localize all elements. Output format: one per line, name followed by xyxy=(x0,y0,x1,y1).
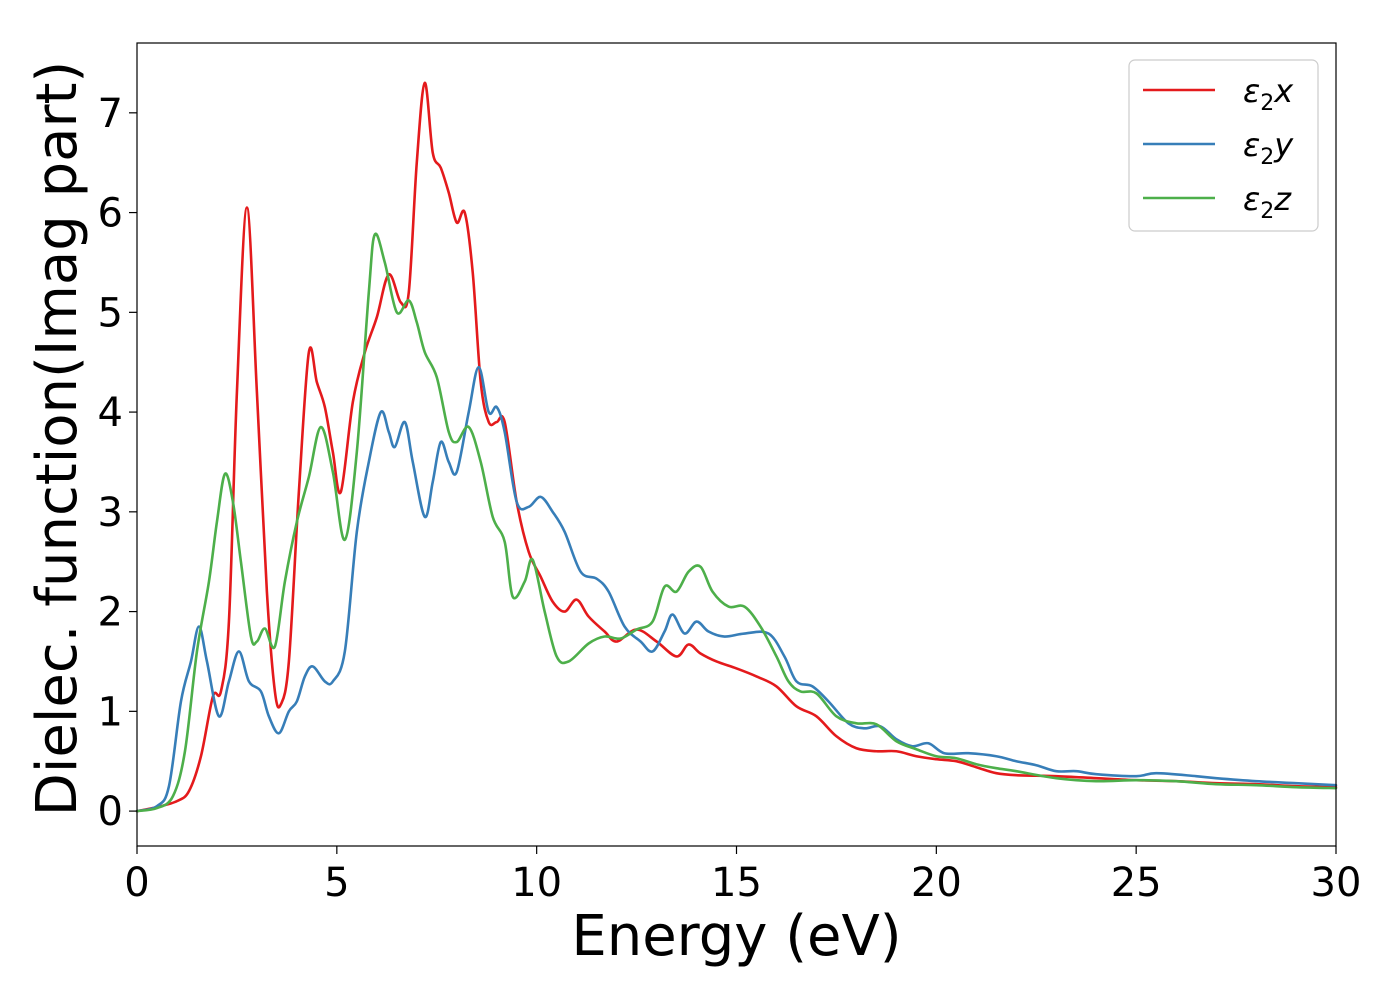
series-line-x xyxy=(135,81,1338,813)
x-tick-label: 10 xyxy=(511,860,562,906)
y-tick-label: 5 xyxy=(98,290,123,336)
legend-label-base: ε xyxy=(1243,72,1260,110)
series-line-z xyxy=(135,232,1338,813)
series-line-y xyxy=(135,365,1338,813)
y-tick-label: 7 xyxy=(98,91,123,137)
x-tick-label: 25 xyxy=(1111,860,1162,906)
legend-label-suffix: z xyxy=(1273,180,1292,218)
legend-label-suffix: x xyxy=(1273,72,1294,110)
y-tick-label: 1 xyxy=(98,689,123,735)
x-axis: 0 5 10 15 20 25 30 xyxy=(124,846,1361,906)
series-layer xyxy=(135,81,1338,813)
x-tick-label: 0 xyxy=(124,860,149,906)
x-tick-label: 15 xyxy=(711,860,762,906)
legend-label-z: ε2z xyxy=(1243,180,1292,224)
x-axis-title: Energy (eV) xyxy=(571,904,901,969)
y-tick-label: 4 xyxy=(98,390,123,436)
legend-label-subscript: 2 xyxy=(1260,199,1274,224)
legend-label-x: ε2x xyxy=(1243,72,1294,116)
legend-label-subscript: 2 xyxy=(1260,91,1274,116)
legend-label-base: ε xyxy=(1243,180,1260,218)
y-tick-label: 2 xyxy=(98,590,123,636)
y-axis-title: Dielec. function(Imag part) xyxy=(25,61,90,817)
x-tick-label: 20 xyxy=(911,860,962,906)
legend-label-suffix: y xyxy=(1273,126,1294,164)
legend-label-base: ε xyxy=(1243,126,1260,164)
legend-label-y: ε2y xyxy=(1243,126,1294,170)
y-tick-label: 6 xyxy=(98,191,123,237)
x-tick-label: 5 xyxy=(324,860,349,906)
legend-box xyxy=(1128,59,1319,232)
y-axis: 0 1 2 3 4 5 6 7 xyxy=(98,91,137,835)
legend-label-subscript: 2 xyxy=(1260,145,1274,170)
y-tick-label: 3 xyxy=(98,490,123,536)
y-tick-label: 0 xyxy=(98,789,123,835)
x-tick-label: 30 xyxy=(1311,860,1362,906)
